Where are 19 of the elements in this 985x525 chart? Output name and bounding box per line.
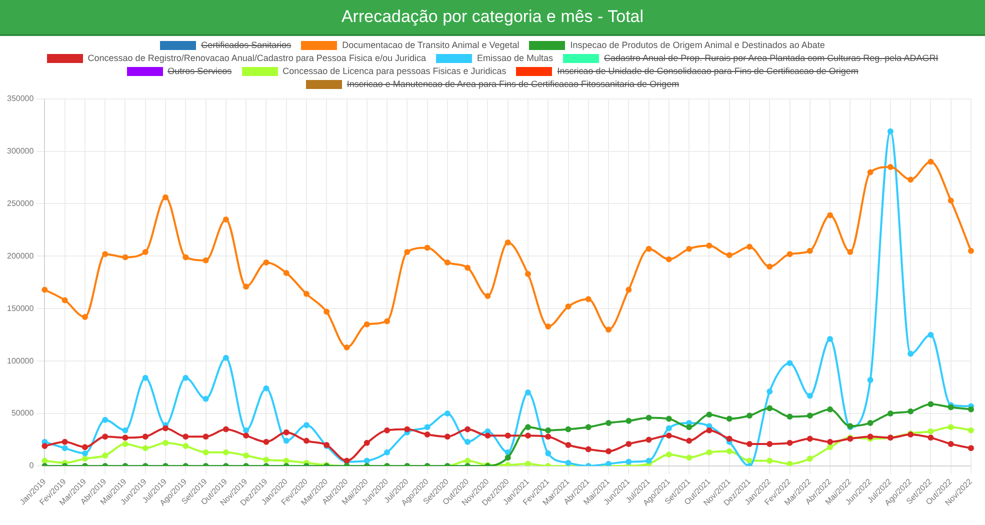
y-tick-label: 100000: [6, 356, 34, 366]
y-tick-label: 50000: [11, 408, 34, 418]
legend-label: Cadastro Anual de Prop. Rurais por Area Plantada com Culturas Reg. pela ADAGRI: [604, 53, 938, 63]
y-tick-label: 200000: [6, 251, 34, 260]
legend-label: Certificados Sanitarios: [201, 40, 292, 50]
y-tick-label: 150000: [6, 304, 34, 313]
legend-label: Concessao de Registro/Renovacao Anual/Cadastro para Pessoa Fisica e/ou Juridica: [88, 53, 426, 63]
legend-label: Documentacao de Transito Animal e Vegetal: [342, 40, 520, 50]
legend-label: Inspecao de Produtos de Origem Animal e Destinados ao Abate: [570, 40, 825, 50]
y-tick-label: 300000: [6, 146, 34, 156]
y-tick-label: 0: [29, 461, 34, 470]
y-tick-label: 350000: [6, 94, 34, 104]
legend-label: Inscricao e Manutencao de Area para Fins de Certificacao Fitossanitaria de Origem: [346, 79, 680, 89]
legend-label: Concessao de Licenca para pessoas Fisicas e Juridicas: [282, 66, 506, 76]
y-tick-label: 250000: [6, 198, 34, 208]
legend-label: Inscricao de Unidade de Consolidacao para Fins de Certificacao de Origem: [557, 66, 858, 76]
chart-title: Arrecadação por categoria e mês - Total: [0, 0, 985, 36]
legend-label: Emissao de Multas: [476, 53, 554, 63]
legend-label: Outros Servicos: [168, 66, 232, 76]
